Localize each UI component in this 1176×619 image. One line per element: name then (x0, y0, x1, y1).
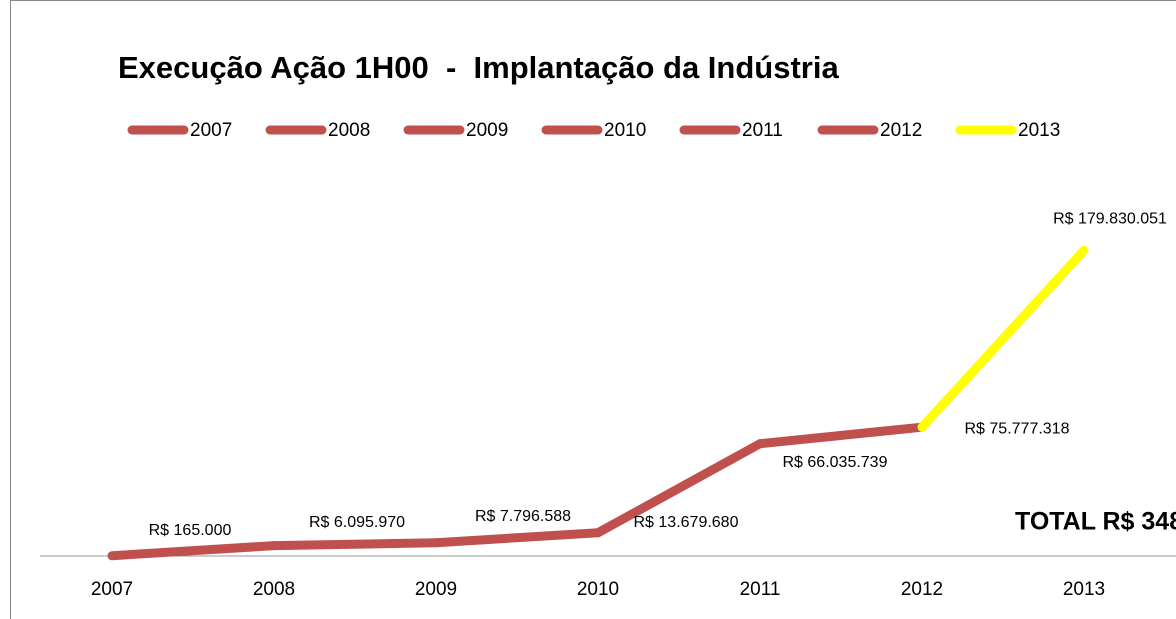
data-label: R$ 75.777.318 (965, 420, 1070, 437)
chart-border (10, 0, 1176, 619)
legend-label: 2009 (466, 120, 508, 141)
x-tick-label: 2013 (1063, 579, 1105, 600)
line-segment (755, 422, 927, 449)
legend-label: 2010 (604, 120, 646, 141)
x-tick-label: 2011 (740, 579, 781, 600)
line-segment (269, 538, 441, 551)
annotation: TOTAL R$ 348M (1015, 508, 1176, 536)
line-segment (107, 541, 279, 561)
legend-label: 2007 (190, 120, 232, 141)
line-segment (431, 528, 603, 548)
x-tick-label: 2012 (901, 579, 943, 600)
legend-label: 2011 (742, 120, 783, 141)
legend-label: 2013 (1018, 120, 1060, 141)
line-segment (917, 245, 1089, 432)
x-tick-label: 2008 (253, 579, 295, 600)
data-label: R$ 13.679.680 (634, 514, 739, 531)
x-tick-label: 2009 (415, 579, 457, 600)
data-label: R$ 179.830.051 (1053, 211, 1167, 228)
legend-label: 2012 (880, 120, 922, 141)
line-segment (593, 439, 765, 538)
x-tick-label: 2010 (577, 579, 619, 600)
legend-label: 2008 (328, 120, 370, 141)
data-label: R$ 7.796.588 (475, 508, 571, 525)
data-label: R$ 66.035.739 (783, 454, 888, 471)
data-label: R$ 6.095.970 (309, 514, 405, 531)
data-label: R$ 165.000 (149, 522, 232, 539)
chart-title: Execução Ação 1H00 - Implantação da Indú… (118, 50, 839, 85)
x-tick-label: 2007 (91, 579, 133, 600)
